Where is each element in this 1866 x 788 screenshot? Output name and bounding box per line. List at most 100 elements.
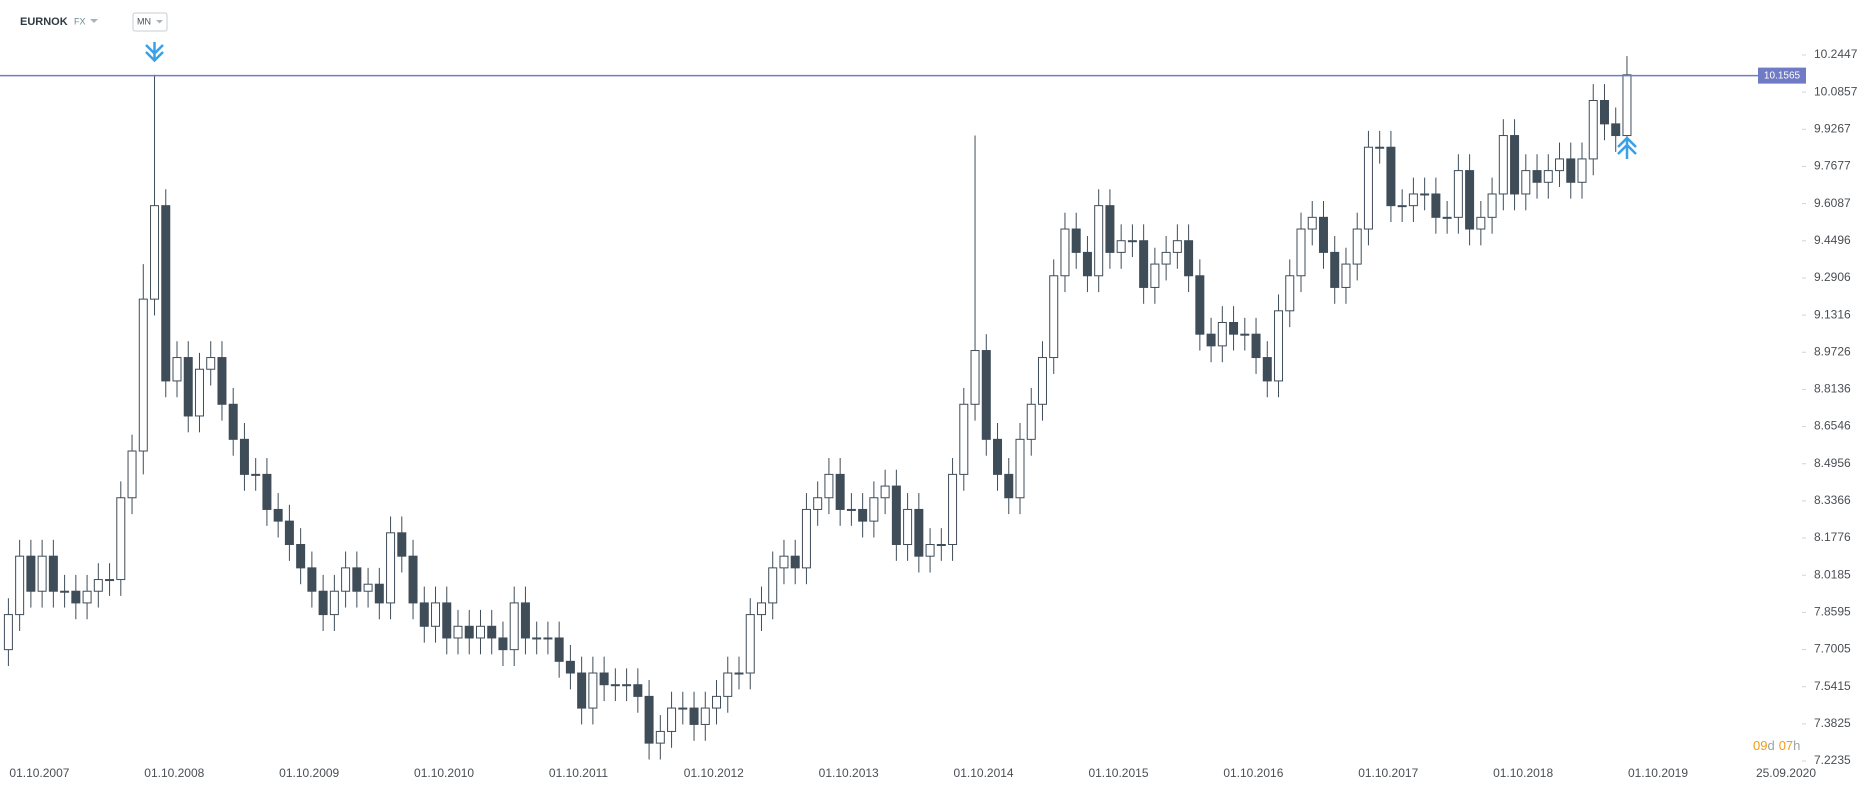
candle-body: [475, 625, 485, 639]
level-label-box: [1758, 67, 1806, 84]
candle-body: [1498, 135, 1508, 195]
candle-body: [734, 672, 744, 675]
y-tick-label: 9.4496: [1814, 233, 1851, 247]
candle-body: [453, 625, 463, 639]
candle-body: [633, 684, 643, 697]
x-tick-label: 01.10.2014: [954, 766, 1014, 780]
market-caret[interactable]: [90, 19, 98, 23]
countdown-h: h: [1793, 738, 1800, 753]
candle-body: [970, 350, 980, 405]
candle-body: [948, 473, 958, 545]
countdown-hours: 07: [1779, 738, 1793, 753]
candle-body: [262, 473, 272, 510]
candle-body: [846, 508, 856, 511]
candle-body: [1285, 275, 1295, 312]
candle-body: [914, 508, 924, 557]
x-tick-label: 01.10.2010: [414, 766, 474, 780]
interval-box[interactable]: [132, 12, 168, 32]
interval-caret: [156, 20, 163, 24]
y-tick-label: 9.6087: [1814, 196, 1851, 210]
candle-body: [565, 660, 575, 674]
candle-body: [318, 590, 328, 616]
candle-body: [442, 602, 452, 639]
candle-body: [408, 555, 418, 604]
x-tick-label: 01.10.2011: [549, 766, 608, 780]
x-tick-label: 01.10.2013: [819, 766, 879, 780]
candle-body: [127, 450, 137, 499]
candle-body: [1161, 251, 1171, 265]
candle-body: [880, 485, 890, 499]
candle-body: [464, 625, 474, 639]
y-tick-label: 10.2447: [1814, 47, 1858, 61]
candle-body: [610, 684, 620, 687]
countdown-days: 09: [1753, 738, 1767, 753]
y-tick-label: 7.7005: [1814, 642, 1851, 656]
candle-body: [1442, 216, 1452, 219]
candle-body: [498, 637, 508, 651]
y-tick-label: 8.0185: [1814, 567, 1851, 581]
y-tick-label: 10.0857: [1814, 84, 1858, 98]
level-label: 10.1565: [1764, 70, 1801, 81]
candle-body: [712, 695, 722, 709]
candle-body: [577, 672, 587, 709]
x-end-label: 25.09.2020: [1756, 766, 1816, 780]
x-tick-label: 01.10.2019: [1628, 766, 1688, 780]
candle-body: [397, 532, 407, 557]
candle-body: [1611, 123, 1621, 137]
candle-body: [1532, 170, 1542, 183]
candle-body: [37, 555, 47, 592]
candle-body: [26, 555, 36, 592]
candle-body: [1172, 240, 1182, 253]
candle-body: [813, 497, 823, 510]
candle-body: [1543, 170, 1553, 183]
symbol[interactable]: EURNOK: [20, 16, 68, 28]
candle-body: [1386, 146, 1396, 207]
candle-body: [1330, 251, 1340, 288]
candle-body: [756, 602, 766, 616]
candle-body: [644, 695, 654, 744]
candle-body: [48, 555, 58, 592]
candle-body: [824, 473, 834, 499]
candle-body: [1206, 333, 1216, 347]
candle-body: [858, 508, 868, 522]
candle-body: [1521, 170, 1531, 195]
candle-body: [993, 438, 1003, 475]
candle-body: [1566, 158, 1576, 183]
candle-body: [82, 590, 92, 604]
candle-body: [71, 590, 81, 604]
y-tick-label: 8.8136: [1814, 382, 1851, 396]
candle-body: [341, 567, 351, 592]
candle-body: [251, 473, 261, 476]
candle-body: [1127, 240, 1137, 243]
x-tick-label: 01.10.2012: [684, 766, 744, 780]
candle-body: [959, 403, 969, 475]
x-tick-label: 01.10.2015: [1088, 766, 1148, 780]
candle-body: [1599, 99, 1609, 125]
candle-body: [1577, 158, 1587, 183]
candle-body: [779, 555, 789, 569]
y-tick-label: 8.3366: [1814, 493, 1851, 507]
candle-body: [138, 298, 148, 452]
candle-body: [1318, 216, 1328, 253]
y-tick-label: 9.1316: [1814, 307, 1851, 321]
y-tick-label: 8.1776: [1814, 530, 1851, 544]
candle-body: [678, 707, 688, 710]
candle-body: [431, 602, 441, 627]
candle-body: [1555, 158, 1565, 172]
candle-body: [588, 672, 598, 709]
candle-body: [667, 707, 677, 732]
candle-body: [307, 567, 317, 592]
market[interactable]: FX: [74, 16, 86, 26]
signal-down-arrow: [145, 42, 164, 63]
candle-body: [790, 555, 800, 569]
interval[interactable]: MN: [137, 16, 151, 26]
candle-body: [981, 350, 991, 440]
candle-body: [1262, 357, 1272, 382]
candle-body: [352, 567, 362, 592]
candle-body: [745, 614, 755, 674]
candle-body: [386, 532, 396, 604]
candle-body: [217, 357, 227, 405]
x-tick-label: 01.10.2017: [1358, 766, 1418, 780]
candle-body: [1476, 216, 1486, 230]
